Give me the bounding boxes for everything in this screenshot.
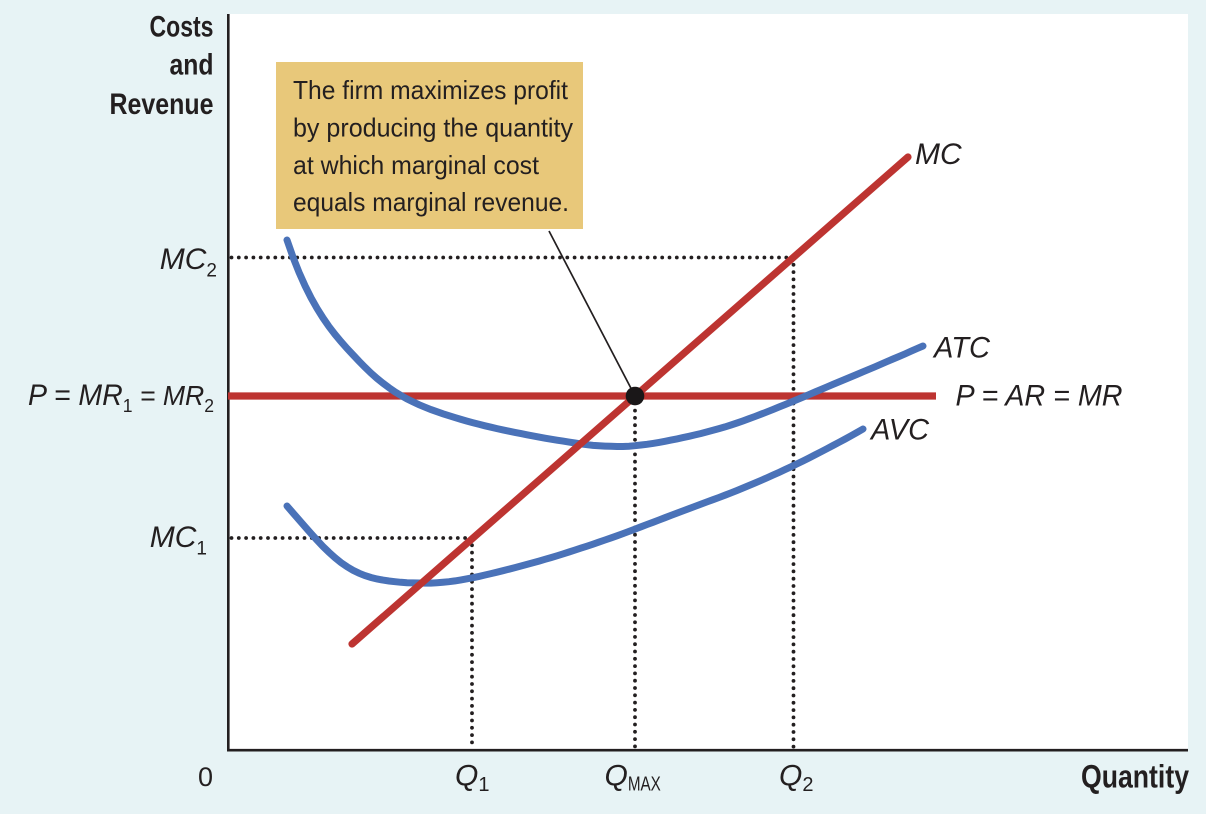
svg-text:MC2: MC2 <box>160 243 217 282</box>
svg-text:Costs: Costs <box>150 10 214 43</box>
svg-text:by producing the quantity: by producing the quantity <box>293 112 573 142</box>
svg-text:Revenue: Revenue <box>110 88 214 121</box>
svg-text:MC: MC <box>915 138 962 171</box>
svg-text:Q1: Q1 <box>455 760 489 797</box>
svg-text:Q2: Q2 <box>779 760 813 797</box>
svg-text:P = MR1 = MR2: P = MR1 = MR2 <box>28 379 214 416</box>
svg-text:P = AR = MR: P = AR = MR <box>956 380 1123 413</box>
svg-text:at which marginal cost: at which marginal cost <box>293 150 540 180</box>
svg-text:AVC: AVC <box>869 414 929 447</box>
svg-text:MC1: MC1 <box>150 521 207 560</box>
svg-text:equals marginal revenue.: equals marginal revenue. <box>293 187 569 217</box>
svg-text:and: and <box>170 48 214 81</box>
svg-text:QMAX: QMAX <box>605 760 661 796</box>
svg-text:Quantity: Quantity <box>1081 759 1189 795</box>
svg-text:ATC: ATC <box>932 332 990 365</box>
svg-text:The firm maximizes profit: The firm maximizes profit <box>293 75 569 105</box>
svg-text:0: 0 <box>198 762 213 792</box>
